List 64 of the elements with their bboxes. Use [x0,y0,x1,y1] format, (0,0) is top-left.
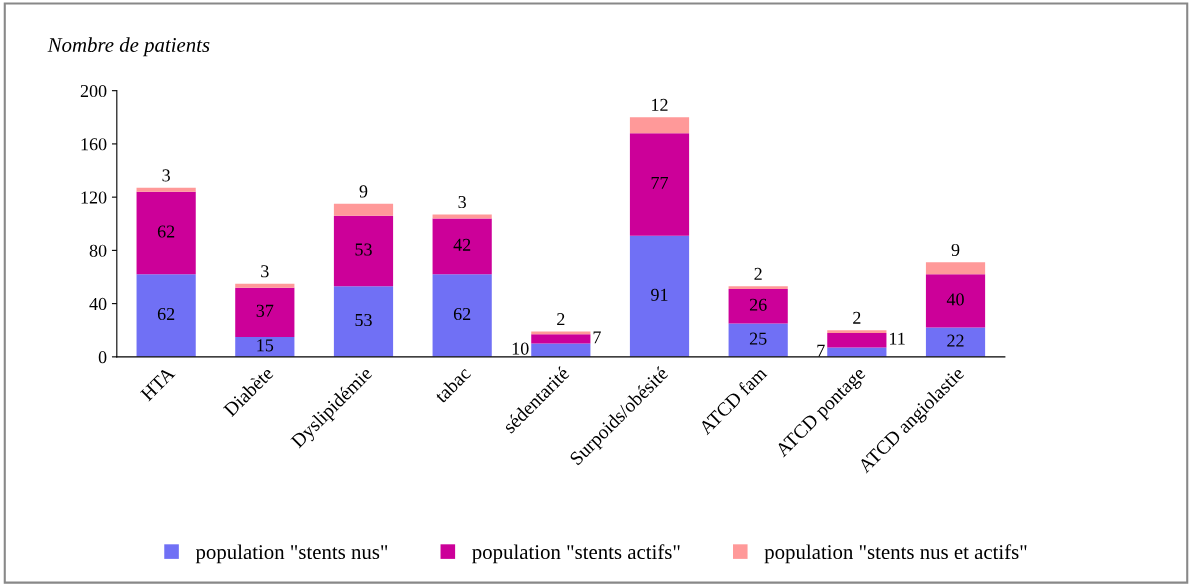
data-label: 53 [355,313,372,327]
data-label: 62 [157,307,175,321]
data-label: 2 [853,311,861,324]
data-label: 22 [947,334,964,347]
y-axis-title: Nombre de patients [47,37,210,57]
bar [629,235,690,357]
data-label: 2 [557,313,565,326]
data-label: 7 [593,331,601,344]
bar [728,288,788,324]
data-label: 9 [359,185,368,198]
bar [235,287,295,337]
data-label: 11 [890,332,905,345]
data-label: 2 [754,267,762,280]
data-label: 3 [261,265,269,278]
bar [432,218,492,275]
data-label: 91 [651,288,668,301]
legend-label: population "stents actifs" [472,544,680,564]
bar [136,191,196,275]
y-tick-label: 0 [98,351,107,364]
bar [925,274,986,328]
bar [136,187,196,192]
data-label: 10 [512,342,529,355]
legend-label: population "stents nus" [195,544,388,564]
bar [629,117,690,134]
y-tick-label: 200 [80,84,107,98]
bar [136,274,196,357]
bar [235,283,295,288]
bar [629,133,690,236]
y-tick-label: 120 [81,191,107,204]
data-label: 53 [355,243,372,256]
bar [333,215,394,287]
bar [728,286,788,289]
data-label: 7 [817,344,825,357]
data-label: 12 [652,98,668,111]
y-tick-label: 160 [81,138,107,151]
bar [432,274,492,357]
bar [333,286,394,357]
data-label: 3 [458,195,466,209]
data-label: 15 [257,339,274,352]
bar [827,332,887,348]
data-label: 37 [256,304,274,317]
legend-label: population "stents nus et actifs" [764,544,1027,564]
bar [531,334,591,344]
data-label: 9 [951,243,960,257]
data-label: 26 [749,298,767,311]
bar [333,203,394,216]
y-tick-label: 80 [89,244,107,257]
bar [728,323,788,357]
bar [531,343,591,357]
y-tick-label: 40 [89,297,107,311]
bar [432,214,492,219]
data-label: 25 [749,332,767,345]
data-label: 3 [162,169,170,182]
bar [827,330,887,333]
data-label: 40 [946,293,964,306]
bar [235,336,295,357]
bar [925,327,986,357]
bar [925,262,986,275]
data-label: 77 [651,177,669,189]
data-label: 42 [453,238,471,251]
x-tick-label: HTA [139,365,176,402]
x-tick-label: tabac [433,365,472,404]
data-label: 62 [157,225,175,238]
data-label: 62 [453,307,471,321]
